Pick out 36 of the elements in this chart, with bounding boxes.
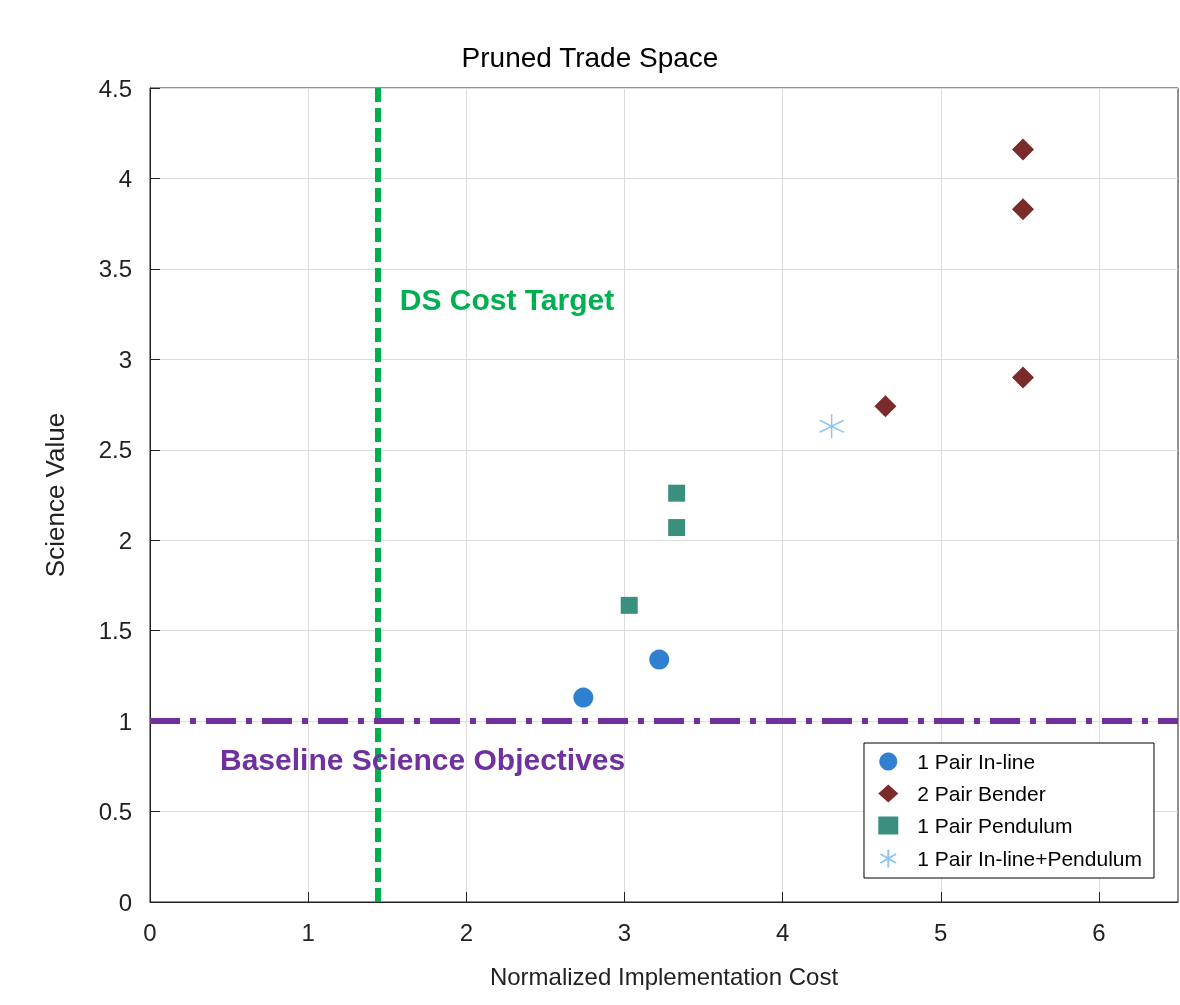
y-tick-label: 2.5 [98, 436, 132, 464]
point [1012, 138, 1035, 161]
y-tick-label: 1 [118, 707, 132, 735]
legend-label: 2 Pair Bender [917, 782, 1046, 805]
y-tick-label: 3.5 [98, 255, 132, 283]
point [668, 484, 686, 502]
legend-label: 1 Pair In-line [917, 750, 1036, 773]
point [1012, 198, 1035, 221]
y-axis-title: Science Value [40, 412, 70, 578]
x-tick-label: 2 [459, 918, 473, 946]
y-tick-label: 0 [118, 888, 132, 916]
y-tick-label: 3 [118, 345, 132, 373]
y-tick-label: 4.5 [98, 74, 132, 102]
x-axis-title: Normalized Implementation Cost [489, 962, 839, 990]
legend-label: 1 Pair Pendulum [917, 814, 1073, 837]
ref-line-label: Baseline Science Objectives [220, 742, 626, 776]
y-tick-label: 1.5 [98, 617, 132, 645]
point [649, 649, 670, 670]
point [874, 395, 897, 418]
point [573, 687, 594, 708]
x-tick-label: 6 [1092, 918, 1106, 946]
legend-label: 1 Pair In-line+Pendulum [917, 847, 1142, 870]
y-tick-label: 4 [118, 164, 132, 192]
x-tick-label: 5 [934, 918, 948, 946]
x-tick-label: 1 [301, 918, 315, 946]
y-tick-label: 0.5 [98, 798, 132, 826]
x-tick-label: 0 [143, 918, 157, 946]
chart-title: Pruned Trade Space [461, 41, 719, 73]
x-tick-label: 4 [775, 918, 790, 946]
point [668, 519, 686, 537]
y-tick-label: 2 [118, 526, 132, 554]
x-tick-label: 3 [617, 918, 632, 946]
ref-line-label: DS Cost Target [399, 283, 615, 317]
point [620, 596, 638, 614]
point [818, 413, 845, 440]
point [1012, 366, 1035, 389]
